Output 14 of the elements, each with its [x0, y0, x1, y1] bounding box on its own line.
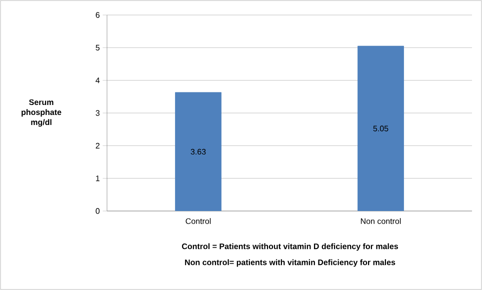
x-tick-label: Control [186, 218, 211, 224]
y-tick-label: 0 [96, 208, 100, 214]
y-tick-label: 2 [96, 142, 100, 148]
x-tick-label: Non control [360, 218, 401, 224]
data-label: 3.63 [190, 148, 206, 155]
data-label: 5.05 [373, 126, 388, 132]
y-tick-label: 1 [96, 176, 100, 182]
y-tick-label: 6 [96, 12, 100, 18]
y-tick-label: 5 [96, 44, 100, 50]
text: Control = Patients without vitamin D deficiency for males [182, 243, 398, 251]
y-tick-label: 4 [96, 78, 100, 84]
text: Non control= patients with vitamin Deficiency for males [185, 259, 396, 267]
y-axis-title: Serum phosphate mg/dl [22, 99, 62, 127]
y-tick-label: 3 [96, 110, 100, 116]
